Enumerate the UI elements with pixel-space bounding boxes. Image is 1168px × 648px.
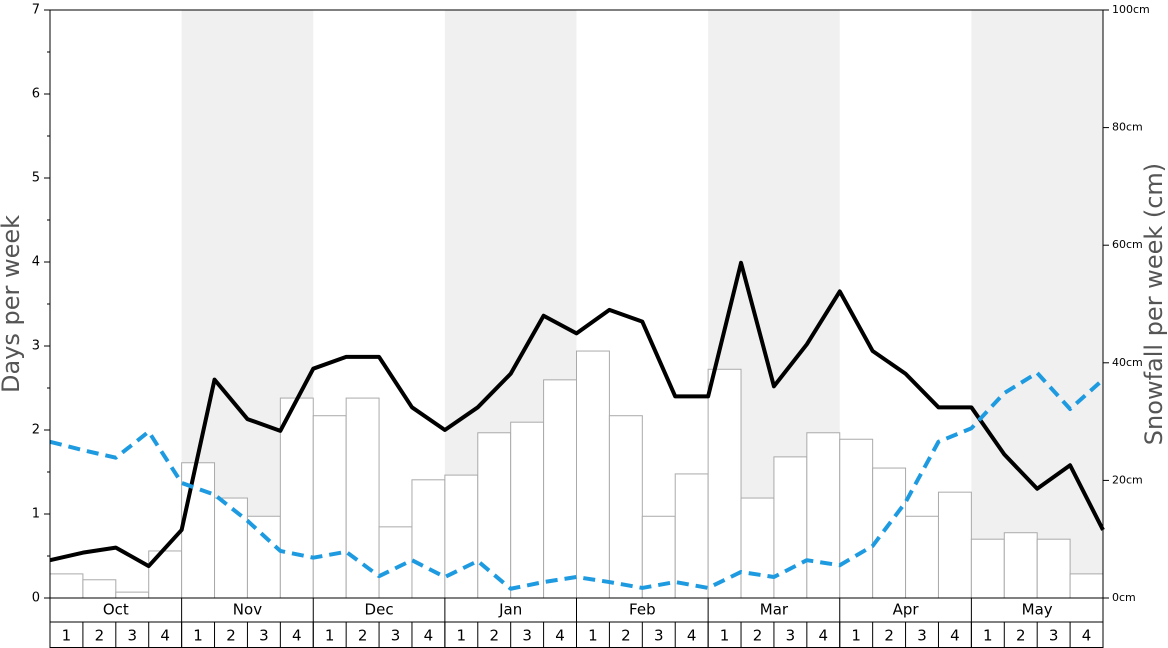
week-label: 4 xyxy=(1082,627,1092,645)
week-label: 4 xyxy=(950,627,960,645)
week-label: 1 xyxy=(457,627,467,645)
week-label: 1 xyxy=(62,627,72,645)
y-tick-label: 4 xyxy=(32,255,40,270)
bar xyxy=(345,397,380,599)
month-label: Nov xyxy=(233,601,262,619)
bar xyxy=(806,432,841,599)
month-label: Dec xyxy=(365,601,394,619)
bar xyxy=(1036,538,1071,599)
bar xyxy=(378,526,413,599)
month-label: Oct xyxy=(103,601,129,619)
bar xyxy=(444,474,479,599)
y-axis-label: Days per week xyxy=(0,215,25,393)
week-label: 2 xyxy=(489,627,499,645)
bar xyxy=(905,515,939,599)
bar xyxy=(115,591,150,599)
bar xyxy=(312,415,347,599)
month-label: Apr xyxy=(893,601,920,619)
week-label: 4 xyxy=(160,627,170,645)
week-label: 4 xyxy=(292,627,302,645)
week-label: 3 xyxy=(127,627,137,645)
y-tick-label: 0 xyxy=(32,591,40,606)
week-label: 2 xyxy=(884,627,894,645)
week-label: 1 xyxy=(851,627,861,645)
week-label: 2 xyxy=(95,627,105,645)
bar xyxy=(707,368,742,599)
bar xyxy=(1069,573,1104,599)
bar xyxy=(1003,532,1038,599)
bar xyxy=(477,432,512,599)
week-label: 3 xyxy=(786,627,796,645)
bar xyxy=(214,497,248,599)
y2-tick-label: 20cm xyxy=(1112,473,1143,486)
month-label: May xyxy=(1022,601,1053,619)
line xyxy=(49,260,1105,569)
bar xyxy=(246,515,281,599)
bar xyxy=(543,379,577,599)
week-label: 3 xyxy=(917,627,927,645)
y2-tick-label: 80cm xyxy=(1112,121,1143,134)
bar xyxy=(970,538,1005,599)
y2-tick-label: 60cm xyxy=(1112,238,1143,251)
week-label: 4 xyxy=(687,627,697,645)
week-label: 2 xyxy=(226,627,236,645)
bar xyxy=(740,497,775,599)
month-shade xyxy=(971,10,1103,598)
bar xyxy=(674,473,709,599)
bar xyxy=(576,350,610,599)
week-label: 2 xyxy=(1016,627,1026,645)
week-label: 3 xyxy=(391,627,401,645)
week-label: 3 xyxy=(1049,627,1059,645)
y-tick-label: 5 xyxy=(32,171,40,186)
week-label: 1 xyxy=(588,627,598,645)
bar xyxy=(839,438,874,599)
y-tick-label: 3 xyxy=(32,339,40,354)
y-tick-label: 1 xyxy=(32,507,40,522)
bar xyxy=(773,456,808,599)
bar xyxy=(49,573,84,599)
bar xyxy=(872,467,907,599)
week-label: 4 xyxy=(555,627,565,645)
week-label: 2 xyxy=(358,627,368,645)
week-label: 2 xyxy=(753,627,763,645)
y2-tick-label: 40cm xyxy=(1112,356,1143,369)
y-tick-label: 6 xyxy=(32,87,40,102)
y-tick-label: 2 xyxy=(32,423,40,438)
bar xyxy=(279,397,314,599)
bar xyxy=(411,479,446,599)
week-label: 4 xyxy=(819,627,829,645)
bar xyxy=(82,579,117,599)
y2-tick-label: 100cm xyxy=(1112,3,1150,16)
week-label: 1 xyxy=(720,627,730,645)
month-label: Jan xyxy=(498,601,522,619)
month-label: Mar xyxy=(760,601,789,619)
y2-tick-label: 0cm xyxy=(1112,591,1136,604)
week-label: 3 xyxy=(522,627,532,645)
bar xyxy=(608,415,643,599)
week-label: 1 xyxy=(193,627,203,645)
week-label: 1 xyxy=(325,627,335,645)
y2-axis-label: Snowfall per week (cm) xyxy=(1140,163,1168,445)
week-label: 3 xyxy=(259,627,269,645)
y-tick-label: 7 xyxy=(32,3,40,18)
bar xyxy=(937,491,972,599)
month-label: Feb xyxy=(629,601,656,619)
week-label: 3 xyxy=(654,627,664,645)
week-label: 2 xyxy=(621,627,631,645)
week-label: 1 xyxy=(983,627,993,645)
line xyxy=(49,370,1105,591)
bar xyxy=(510,421,545,599)
week-label: 4 xyxy=(424,627,434,645)
